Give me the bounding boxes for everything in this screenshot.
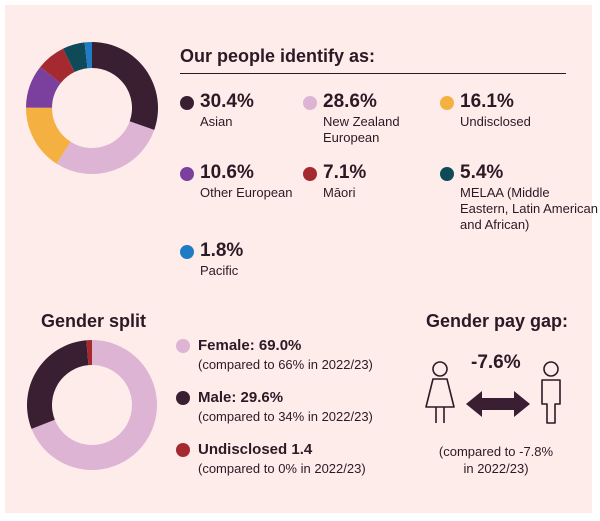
pay-gap-compare-line2: in 2022/23) <box>463 461 529 476</box>
gender-legend-label-0: Female: 69.0% <box>198 337 302 354</box>
ethnicity-value-label-1: 28.6% <box>323 91 377 112</box>
gender-legend-comparison-0: (compared to 66% in 2022/23) <box>198 357 373 372</box>
gender-legend-label-1: Male: 29.6% <box>198 389 284 406</box>
ethnicity-slice-2 <box>26 107 71 164</box>
pay-gap-value: -7.6% <box>471 352 521 373</box>
gender-split-title: Gender split <box>41 311 147 331</box>
gender-slice-2 <box>86 340 92 366</box>
ethnicity-value-label-3: 10.6% <box>200 162 254 183</box>
pay-gap-comparison: (compared to -7.8% in 2022/23) <box>418 443 574 477</box>
gender-slice-0 <box>31 340 157 470</box>
female-figure-icon <box>425 361 455 423</box>
ethnicity-slice-5 <box>63 42 88 73</box>
gender-legend-dot-1 <box>176 391 190 405</box>
pay-gap-title: Gender pay gap: <box>426 311 569 331</box>
ethnicity-donut-chart <box>26 42 159 174</box>
ethnicity-legend-dot-6 <box>180 245 194 259</box>
gender-legend-dot-2 <box>176 443 190 457</box>
ethnicity-title: Our people identify as: <box>180 46 376 66</box>
ethnicity-legend-dot-4 <box>303 167 317 181</box>
ethnicity-legend-dot-1 <box>303 96 317 110</box>
infographic-panel <box>5 5 592 513</box>
pay-gap-compare-line1: (compared to -7.8% <box>438 444 554 459</box>
gender-legend-dot-0 <box>176 339 190 353</box>
double-arrow-icon <box>466 391 530 417</box>
ethnicity-category-label-4: Māori <box>323 185 356 200</box>
ethnicity-value-label-4: 7.1% <box>323 162 367 183</box>
ethnicity-value-label-5: 5.4% <box>460 162 504 183</box>
ethnicity-category-label-1: New Zealand European <box>323 114 400 145</box>
ethnicity-value-label-0: 30.4% <box>200 91 254 112</box>
ethnicity-legend-dot-0 <box>180 96 194 110</box>
ethnicity-category-label-0: Asian <box>200 114 233 129</box>
gender-legend-comparison-2: (compared to 0% in 2022/23) <box>198 461 366 476</box>
gender-legend-label-2: Undisclosed 1.4 <box>198 441 313 458</box>
ethnicity-legend-dot-3 <box>180 167 194 181</box>
ethnicity-slice-1 <box>56 121 155 174</box>
ethnicity-category-label-2: Undisclosed <box>460 114 531 129</box>
ethnicity-category-label-5: MELAA (Middle Eastern, Latin American an… <box>460 185 599 232</box>
male-figure-icon <box>541 361 561 424</box>
gender-donut-chart <box>27 340 157 470</box>
ethnicity-slice-6 <box>84 42 92 69</box>
gender-legend-comparison-1: (compared to 34% in 2022/23) <box>198 409 373 424</box>
ethnicity-value-label-2: 16.1% <box>460 91 514 112</box>
ethnicity-legend-dot-5 <box>440 167 454 181</box>
ethnicity-slice-4 <box>40 48 75 84</box>
ethnicity-category-label-3: Other European <box>200 185 293 200</box>
ethnicity-value-label-6: 1.8% <box>200 240 244 261</box>
ethnicity-legend-dot-2 <box>440 96 454 110</box>
ethnicity-slice-3 <box>26 66 61 108</box>
gender-slice-1 <box>27 340 89 429</box>
ethnicity-category-label-6: Pacific <box>200 263 239 278</box>
title-divider <box>180 73 566 74</box>
ethnicity-slice-0 <box>92 42 159 130</box>
